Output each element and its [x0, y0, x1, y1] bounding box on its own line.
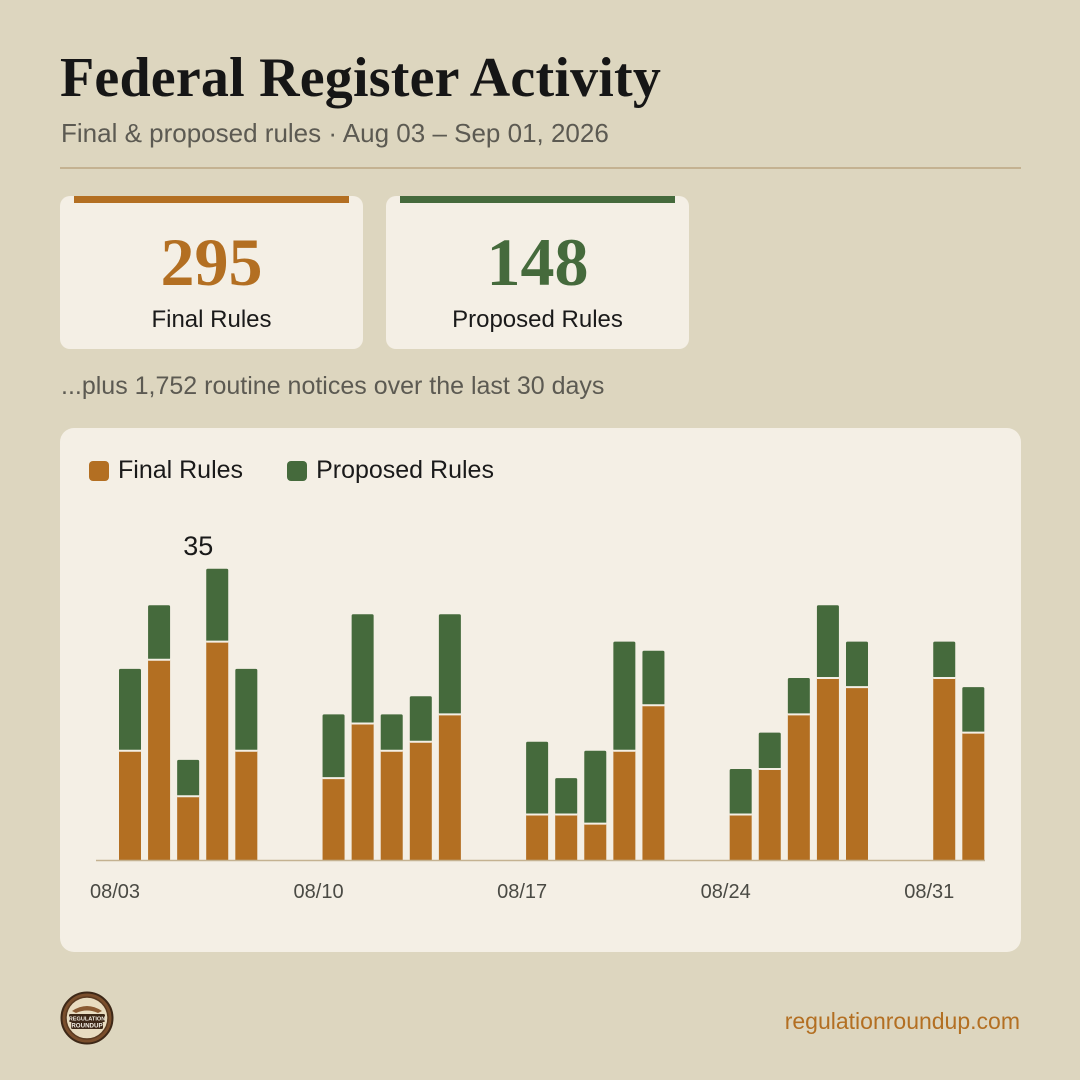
bar-final-08/19 [584, 823, 607, 860]
bar-final-08/24 [729, 814, 752, 860]
chart-legend: Final Rules Proposed Rules [89, 456, 494, 485]
bar-proposed-08/25 [758, 732, 781, 769]
final-rules-count: 295 [160, 224, 263, 300]
bar-final-08/04 [148, 659, 171, 860]
bar-final-08/26 [787, 714, 810, 860]
bar-final-08/03 [119, 750, 141, 860]
page-title: Federal Register Activity [60, 47, 662, 109]
legend-label-proposed: Proposed Rules [316, 456, 494, 484]
proposed-rules-label: Proposed Rules [452, 306, 623, 333]
bar-final-08/11 [351, 723, 374, 860]
bar-final-08/13 [409, 741, 432, 860]
x-tick-label: 08/31 [904, 881, 954, 903]
bar-final-08/20 [613, 750, 636, 860]
bar-proposed-08/10 [322, 714, 345, 779]
final-rules-accent-bar [74, 196, 349, 203]
legend-swatch-final [89, 460, 109, 481]
bar-proposed-08/03 [119, 668, 141, 751]
bar-proposed-08/18 [555, 778, 578, 815]
bar-proposed-08/27 [816, 605, 839, 678]
data-label-peak: 35 [183, 531, 213, 561]
bar-final-08/14 [438, 714, 461, 860]
bar-proposed-08/31 [933, 641, 956, 678]
proposed-rules-card: 148 Proposed Rules [386, 196, 689, 349]
bar-proposed-08/11 [351, 614, 374, 724]
bar-final-08/25 [758, 769, 781, 860]
bar-proposed-08/12 [380, 714, 403, 751]
bar-proposed-08/28 [846, 641, 868, 688]
bar-proposed-08/21 [642, 650, 665, 706]
legend-item-final: Final Rules [89, 456, 243, 485]
stacked-bar-chart: 08/03 08/10 08/17 08/24 08/31 35 [90, 531, 985, 903]
bar-proposed-08/20 [613, 641, 636, 751]
bar-final-08/06 [206, 641, 229, 860]
bar-final-08/07 [235, 750, 258, 860]
bar-final-08/31 [933, 678, 956, 860]
x-tick-label: 08/24 [701, 881, 751, 903]
site-url[interactable]: regulationroundup.com [784, 1008, 1020, 1034]
legend-item-proposed: Proposed Rules [287, 456, 494, 485]
bar-proposed-09/01 [962, 687, 985, 733]
bar-proposed-08/19 [584, 750, 607, 824]
bar-final-08/05 [177, 796, 200, 860]
chart-card: 08/03 08/10 08/17 08/24 08/31 35 Final Rules … [60, 428, 1021, 952]
final-rules-label: Final Rules [151, 306, 272, 333]
proposed-rules-accent-bar [400, 196, 675, 203]
bar-proposed-08/07 [235, 668, 258, 751]
page-subtitle: Final & proposed rules · Aug 03 – Sep 01… [61, 118, 609, 148]
bar-final-08/10 [322, 778, 345, 860]
regulation-roundup-logo: REGULATION ROUNDUP [60, 991, 114, 1045]
bar-final-08/18 [555, 814, 578, 860]
bar-final-08/21 [642, 705, 665, 860]
x-tick-label: 08/03 [90, 881, 140, 903]
x-tick-label: 08/10 [294, 881, 344, 903]
svg-text:ROUNDUP: ROUNDUP [71, 1023, 102, 1030]
bar-proposed-08/14 [438, 614, 461, 715]
bar-proposed-08/17 [526, 741, 549, 815]
bar-proposed-08/05 [177, 759, 200, 797]
notice-text: ...plus 1,752 routine notices over the l… [61, 372, 605, 400]
x-tick-label: 08/17 [497, 881, 547, 903]
bar-proposed-08/24 [729, 769, 752, 815]
bar-final-08/27 [816, 678, 839, 860]
bar-final-08/17 [526, 814, 549, 860]
bar-proposed-08/26 [787, 678, 810, 715]
bar-proposed-08/13 [409, 696, 432, 742]
final-rules-card: 295 Final Rules [60, 196, 363, 349]
bar-proposed-08/06 [206, 568, 229, 642]
legend-label-final: Final Rules [118, 456, 244, 484]
svg-text:REGULATION: REGULATION [69, 1017, 106, 1023]
bar-final-08/12 [380, 750, 403, 860]
proposed-rules-count: 148 [486, 224, 589, 300]
bar-final-08/28 [846, 687, 868, 860]
bar-proposed-08/04 [148, 605, 171, 660]
legend-swatch-proposed [287, 460, 308, 481]
divider [60, 167, 1021, 169]
bar-final-09/01 [962, 732, 985, 860]
